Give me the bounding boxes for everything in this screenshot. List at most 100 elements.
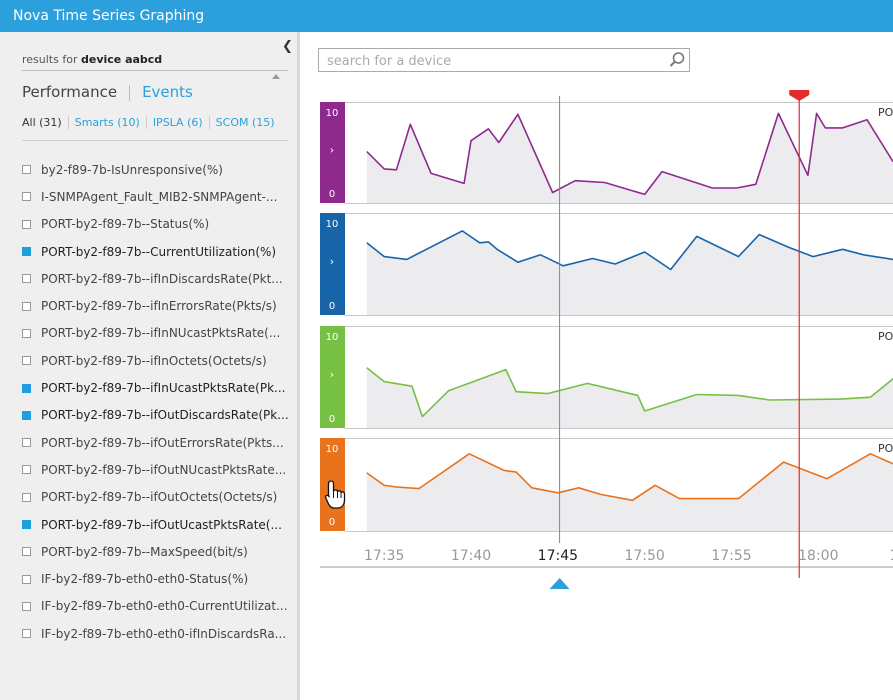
- search-icon[interactable]: [668, 51, 686, 73]
- filter-ipsla[interactable]: IPSLA (6): [145, 116, 203, 129]
- y-tick-label-max: 10: [326, 108, 339, 119]
- metric-checkbox[interactable]: [22, 601, 31, 611]
- series-area-2: [366, 230, 893, 315]
- chart-panel-2: 10 0 ›: [320, 213, 893, 316]
- metric-list-item[interactable]: I-SNMPAgent_Fault_MIB2-SNMPAgent-...: [22, 183, 289, 210]
- metric-label: PORT-by2-f89-7b--ifOutNUcastPktsRate...: [41, 462, 287, 477]
- y-tick-label-min: 0: [329, 301, 335, 312]
- filter-divider: [22, 140, 288, 141]
- metric-checkbox[interactable]: [22, 192, 31, 202]
- time-cursor-handle-icon[interactable]: [549, 578, 570, 589]
- expand-chevron-icon[interactable]: ›: [330, 368, 334, 381]
- metric-label: IF-by2-f89-7b-eth0-eth0-Status(%): [41, 572, 249, 587]
- metric-label: IF-by2-f89-7b-eth0-eth0-ifInDiscardsRa..…: [41, 626, 287, 641]
- x-tick-label: 18:0: [889, 548, 893, 564]
- panel-color-strip: [320, 102, 345, 203]
- tab-performance[interactable]: Performance: [22, 83, 118, 101]
- y-tick-label-max: 10: [326, 444, 339, 455]
- series-line-4: [366, 452, 893, 502]
- metric-label: PORT-by2-f89-7b--Status(%): [41, 217, 210, 232]
- metric-label: PORT-by2-f89-7b--ifOutOctets(Octets/s): [41, 490, 278, 505]
- results-header: results for device aabcd: [22, 53, 162, 66]
- metric-list-item[interactable]: PORT-by2-f89-7b--ifOutNUcastPktsRate...: [22, 456, 289, 483]
- metric-checkbox[interactable]: [22, 219, 31, 229]
- filter-scom[interactable]: SCOM (15): [208, 116, 275, 129]
- series-line-3: [366, 367, 893, 418]
- scroll-up-arrow-icon[interactable]: [272, 74, 280, 79]
- metric-label: PORT-by2-f89-7b--ifInUcastPktsRate(Pk...: [41, 381, 286, 396]
- metric-list-item[interactable]: PORT-by2-f89-7b--ifInNUcastPktsRate(...: [22, 320, 289, 347]
- metric-list-item[interactable]: IF-by2-f89-7b-eth0-eth0-Status(%): [22, 565, 289, 592]
- metric-checkbox[interactable]: [22, 492, 31, 502]
- metric-checkbox[interactable]: [22, 574, 31, 584]
- metric-list-item[interactable]: PORT-by2-f89-7b--CurrentUtilization(%): [22, 238, 289, 265]
- filter-smarts[interactable]: Smarts (10): [67, 116, 140, 129]
- y-tick-label-max: 10: [326, 219, 339, 230]
- metric-checkbox[interactable]: [22, 165, 31, 175]
- series-name-label: PO: [878, 442, 893, 455]
- metric-checkbox[interactable]: [22, 465, 31, 475]
- panel-color-strip: [320, 326, 345, 428]
- results-prefix: results for: [22, 53, 78, 66]
- x-tick-label: 17:55: [711, 548, 751, 564]
- metric-list-item[interactable]: PORT-by2-f89-7b--ifInOctets(Octets/s): [22, 347, 289, 374]
- expand-chevron-icon[interactable]: ›: [330, 255, 334, 268]
- metric-label: IF-by2-f89-7b-eth0-eth0-CurrentUtilizat.…: [41, 599, 288, 614]
- series-line-2: [366, 230, 893, 271]
- metric-checkbox[interactable]: [22, 356, 31, 366]
- y-tick-label-min: 0: [329, 189, 335, 200]
- hand-pointer-shape: [324, 480, 346, 509]
- metric-checkbox[interactable]: [22, 383, 31, 393]
- series-line-1: [366, 112, 893, 196]
- main-panel: [303, 32, 893, 700]
- series-area-1: [366, 113, 893, 203]
- metric-checkbox[interactable]: [22, 520, 31, 529]
- time-marker-handle-icon[interactable]: [789, 90, 810, 101]
- tab-bar: Performance Events: [22, 83, 193, 101]
- search-input[interactable]: [325, 50, 659, 72]
- metric-label: I-SNMPAgent_Fault_MIB2-SNMPAgent-...: [41, 189, 278, 204]
- metric-list-item[interactable]: PORT-by2-f89-7b--MaxSpeed(bit/s): [22, 538, 289, 565]
- metric-list-item[interactable]: PORT-by2-f89-7b--ifOutErrorsRate(Pkts...: [22, 429, 289, 456]
- metric-list-item[interactable]: PORT-by2-f89-7b--ifOutOctets(Octets/s): [22, 484, 289, 511]
- metric-checkbox[interactable]: [22, 328, 31, 338]
- tab-events[interactable]: Events: [142, 83, 193, 101]
- metric-label: by2-f89-7b-IsUnresponsive(%): [41, 162, 223, 177]
- series-name-label: PO: [878, 106, 893, 119]
- results-divider: [22, 70, 288, 71]
- metric-list-item[interactable]: PORT-by2-f89-7b--ifInDiscardsRate(Pkt...: [22, 265, 289, 292]
- metric-checkbox[interactable]: [22, 301, 31, 311]
- series-name-label: PO: [878, 330, 893, 343]
- filter-all[interactable]: All (31): [22, 116, 62, 129]
- metric-list-item[interactable]: IF-by2-f89-7b-eth0-eth0-CurrentUtilizat.…: [22, 593, 289, 620]
- metric-label: PORT-by2-f89-7b--ifOutDiscardsRate(Pk...: [41, 408, 289, 423]
- metric-label: PORT-by2-f89-7b--ifInOctets(Octets/s): [41, 353, 267, 368]
- y-tick-label-min: 0: [329, 517, 335, 528]
- metric-checkbox[interactable]: [22, 438, 31, 448]
- metric-label: PORT-by2-f89-7b--CurrentUtilization(%): [41, 244, 277, 259]
- app-title-bar: Nova Time Series Graphing: [0, 0, 893, 32]
- results-term: device aabcd: [80, 53, 163, 66]
- y-tick-label-min: 0: [329, 414, 335, 425]
- metric-checkbox[interactable]: [22, 274, 31, 284]
- metric-list-item[interactable]: PORT-by2-f89-7b--ifInErrorsRate(Pkts/s): [22, 292, 289, 319]
- collapse-sidebar-chevron-icon[interactable]: ❮: [282, 39, 293, 54]
- metric-list-item[interactable]: PORT-by2-f89-7b--ifOutDiscardsRate(Pk...: [22, 402, 289, 429]
- hand-pointer-cursor-icon: [324, 480, 346, 509]
- expand-chevron-icon[interactable]: ›: [330, 143, 334, 156]
- metric-list-item[interactable]: IF-by2-f89-7b-eth0-eth0-ifInDiscardsRa..…: [22, 620, 289, 647]
- metric-checkbox[interactable]: [22, 629, 31, 639]
- series-area-4: [366, 453, 893, 531]
- metric-list-item[interactable]: PORT-by2-f89-7b--ifInUcastPktsRate(Pk...: [22, 374, 289, 401]
- x-tick-label: 17:45: [538, 548, 578, 564]
- metric-checkbox[interactable]: [22, 410, 31, 420]
- metric-list-item[interactable]: by2-f89-7b-IsUnresponsive(%): [22, 156, 289, 183]
- x-tick-label: 17:40: [451, 548, 491, 564]
- metric-checkbox[interactable]: [22, 547, 31, 557]
- metric-label: PORT-by2-f89-7b--MaxSpeed(bit/s): [41, 544, 248, 559]
- metric-label: PORT-by2-f89-7b--ifOutErrorsRate(Pkts...: [41, 435, 284, 450]
- metric-list-item[interactable]: PORT-by2-f89-7b--ifOutUcastPktsRate(...: [22, 511, 289, 538]
- app-title: Nova Time Series Graphing: [13, 8, 205, 24]
- metric-checkbox[interactable]: [22, 247, 31, 257]
- metric-list-item[interactable]: PORT-by2-f89-7b--Status(%): [22, 211, 289, 238]
